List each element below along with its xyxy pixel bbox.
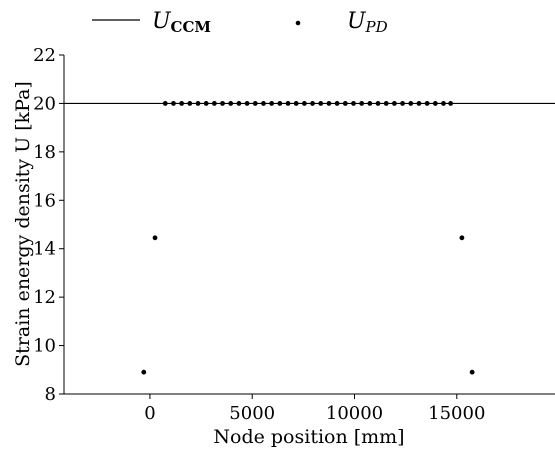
pd-data-point [432,101,438,106]
y-tick-label: 18 [33,142,56,163]
pd-data-point [441,101,446,106]
pd-data-point [261,101,266,106]
pd-data-point [448,101,454,106]
pd-data-point [293,101,299,106]
pd-data-point [195,101,201,106]
pd-data-point [392,101,397,106]
y-tick-label: 22 [33,45,56,66]
pd-data-point [416,101,422,106]
pd-data-point [424,101,430,106]
pd-data-point [310,101,315,106]
legend-pd-dot [295,20,301,26]
legend-pd-label: UPD [347,9,388,36]
legend-pd-subscript: PD [365,18,388,36]
pd-data-point [187,101,193,106]
y-tick-label: 20 [33,93,56,114]
pd-data-point [351,101,356,106]
pd-data-point [469,369,475,375]
x-tick-label: 15000 [428,403,485,424]
y-ticks: 8 10 12 14 16 18 20 22 [33,45,64,405]
legend-pd-symbol: U [347,9,367,34]
y-tick-label: 12 [33,287,56,308]
legend: UCCM UPD [92,9,388,36]
pd-data-point [211,101,217,106]
series-layer [64,101,555,375]
x-axis-label: Node position [mm] [213,426,404,448]
x-tick-label: 0 [144,403,155,424]
pd-data-point [141,369,147,375]
pd-data-point [342,101,348,106]
pd-data-point [228,101,234,106]
pd-data-point [383,101,389,106]
pd-data-point [459,235,465,241]
y-tick-label: 16 [33,190,56,211]
axes [63,55,555,395]
pd-data-point [252,101,258,106]
legend-ccm-subscript: CCM [171,18,211,36]
y-tick-label: 14 [33,239,56,260]
pd-data-point [203,101,209,106]
pd-data-point [171,101,176,106]
pd-data-point [375,101,381,106]
pd-data-point [269,101,275,106]
pd-data-point [408,101,414,106]
legend-ccm-label: UCCM [152,9,211,36]
pd-data-point [277,101,283,106]
pd-data-point [301,101,307,106]
x-tick-label: 5000 [229,403,275,424]
pd-data-point [179,101,185,106]
pd-data-point [359,101,365,106]
pd-data-point [326,101,332,106]
y-axis-label: Strain energy density U [kPa] [12,81,34,367]
pd-data-point [236,101,242,106]
pd-data-point [318,101,324,106]
pd-data-point [244,101,250,106]
x-tick-label: 10000 [326,403,383,424]
x-ticks: 0 5000 10000 15000 [144,394,485,424]
pd-data-point [334,101,340,106]
pd-data-point [152,235,158,241]
legend-ccm-symbol: U [152,9,172,34]
pd-data-point [367,101,373,106]
y-tick-label: 10 [33,336,56,357]
pd-data-point [400,101,405,106]
pd-data-point [220,101,225,106]
pd-data-point [162,101,168,106]
y-tick-label: 8 [45,384,56,405]
pd-data-point [285,101,291,106]
